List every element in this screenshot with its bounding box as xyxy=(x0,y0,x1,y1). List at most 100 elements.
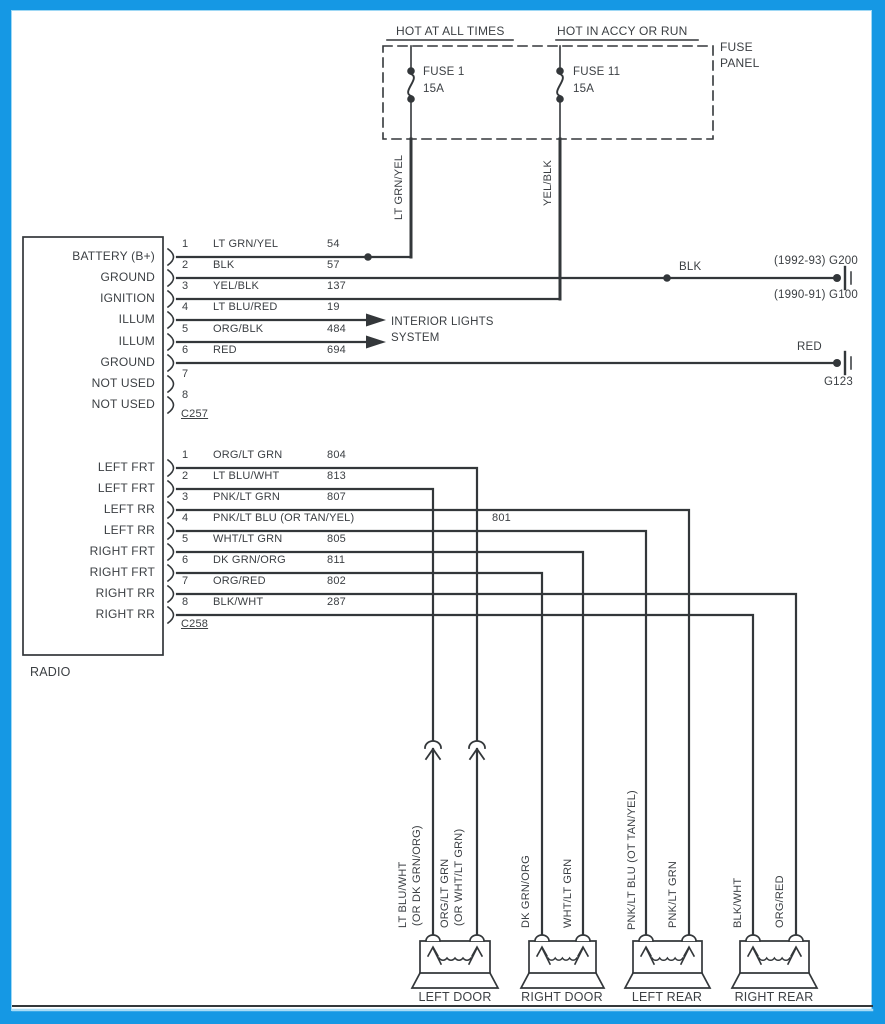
pin-function-not-used-2: NOT USED xyxy=(91,397,155,411)
hot-in-accy-label: HOT IN ACCY OR RUN xyxy=(557,24,688,38)
fuse-panel-label-1: FUSE xyxy=(720,40,753,54)
pin-number: 7 xyxy=(182,575,189,587)
pin-function-ground-2: GROUND xyxy=(100,355,155,369)
wire-color: PNK/LT BLU (OR TAN/YEL) xyxy=(213,512,355,524)
pin-function-left-rr-1: LEFT RR xyxy=(103,502,155,516)
pin-number: 2 xyxy=(182,470,189,482)
pin-number: 5 xyxy=(182,323,189,335)
connector1-id: C257 xyxy=(181,408,209,420)
ground-g123-label: G123 xyxy=(824,376,853,388)
junction-dot xyxy=(364,253,372,261)
fuse11-symbol xyxy=(556,45,564,140)
hot-at-all-times-label: HOT AT ALL TIMES xyxy=(396,24,505,38)
circuit-number: 19 xyxy=(327,301,340,313)
wire-color: RED xyxy=(213,344,237,356)
circuit-number: 484 xyxy=(327,323,346,335)
radio-box xyxy=(22,236,164,656)
pin-function-not-used-1: NOT USED xyxy=(91,376,155,390)
pin-function-right-rr-1: RIGHT RR xyxy=(95,586,155,600)
speaker-name-right-door: RIGHT DOOR xyxy=(521,990,603,1004)
ground-symbol-g123 xyxy=(833,350,852,376)
pin-number: 1 xyxy=(182,449,189,461)
inline-connector-symbols xyxy=(424,740,486,761)
wire-color: DK GRN/ORG xyxy=(213,554,286,566)
feed-wire-label-yel-blk: YEL/BLK xyxy=(542,159,554,206)
ground-symbol-g200 xyxy=(833,265,852,291)
pin-function-illum-2: ILLUM xyxy=(118,334,155,348)
pin-number: 4 xyxy=(182,512,189,524)
circuit-number: 807 xyxy=(327,491,346,503)
pin-function-right-frt-2: RIGHT FRT xyxy=(89,565,155,579)
circuit-number: 287 xyxy=(327,596,346,608)
pin-number: 1 xyxy=(182,238,189,250)
bottom-edge-line xyxy=(11,1005,874,1012)
radio-label: RADIO xyxy=(30,665,71,679)
pin-number: 4 xyxy=(182,301,189,313)
junction-dot xyxy=(663,274,671,282)
speaker-wire-label: (OR DK GRN/ORG) xyxy=(411,825,423,926)
wire-color: ORG/BLK xyxy=(213,323,264,335)
pin-function-right-frt-1: RIGHT FRT xyxy=(89,544,155,558)
circuit-number: 54 xyxy=(327,238,340,250)
pin-number: 8 xyxy=(182,596,189,608)
pin-function-left-rr-2: LEFT RR xyxy=(103,523,155,537)
speaker-wire-label: PNK/LT GRN xyxy=(667,861,679,928)
speaker-left-door xyxy=(410,934,500,989)
speaker-wire-label: PNK/LT BLU (OT TAN/YEL) xyxy=(626,790,638,930)
red-wire-label: RED xyxy=(797,341,822,353)
fuse1-symbol xyxy=(407,45,415,140)
pin-number: 3 xyxy=(182,280,189,292)
speaker-wire-label: DK GRN/ORG xyxy=(520,855,532,928)
interior-lights-label-2: SYSTEM xyxy=(391,332,440,344)
fuse1-name: FUSE 1 xyxy=(423,66,465,78)
pin-function-battery: BATTERY (B+) xyxy=(72,249,155,263)
speaker-wire-label: (OR WHT/LT GRN) xyxy=(453,828,465,926)
speaker-name-left-door: LEFT DOOR xyxy=(418,990,492,1004)
wire-color: YEL/BLK xyxy=(213,280,260,292)
speaker-wire-label: WHT/LT GRN xyxy=(562,858,574,928)
pin-number: 5 xyxy=(182,533,189,545)
circuit-number: 137 xyxy=(327,280,346,292)
wire-color: BLK/WHT xyxy=(213,596,264,608)
speaker-right-door xyxy=(519,934,606,989)
pin-number: 3 xyxy=(182,491,189,503)
feed-wire-label-lt-grn-yel: LT GRN/YEL xyxy=(393,154,405,220)
circuit-number: 813 xyxy=(327,470,346,482)
wire-color: ORG/LT GRN xyxy=(213,449,283,461)
pin-function-ground: GROUND xyxy=(100,270,155,284)
pin-number: 6 xyxy=(182,554,189,566)
diagram-canvas: HOT AT ALL TIMES HOT IN ACCY OR RUN FUSE… xyxy=(11,10,874,1012)
pin-function-right-rr-2: RIGHT RR xyxy=(95,607,155,621)
fuse-panel-box xyxy=(382,39,714,140)
interior-lights-label-1: INTERIOR LIGHTS xyxy=(391,316,494,328)
circuit-number: 57 xyxy=(327,259,340,271)
wire-color: BLK xyxy=(213,259,235,271)
circuit-number: 811 xyxy=(327,554,346,566)
connector2-pin-brackets xyxy=(166,458,175,625)
pin-number: 7 xyxy=(182,368,189,380)
speaker-wire-label: BLK/WHT xyxy=(732,877,744,928)
blk-wire-label: BLK xyxy=(679,261,702,273)
pin-function-illum-1: ILLUM xyxy=(118,312,155,326)
speaker-right-rear xyxy=(730,934,819,989)
fuse1-rating: 15A xyxy=(423,83,445,95)
fuse-panel-label-2: PANEL xyxy=(720,56,760,70)
arrow-interior-lights-2 xyxy=(366,335,386,349)
wire-color: PNK/LT GRN xyxy=(213,491,280,503)
connector2-wires xyxy=(175,466,798,943)
pin-function-left-frt-2: LEFT FRT xyxy=(97,481,155,495)
wire-color: LT BLU/RED xyxy=(213,301,278,313)
circuit-number: 694 xyxy=(327,344,346,356)
speaker-name-left-rear: LEFT REAR xyxy=(631,990,703,1004)
pin-function-left-frt-1: LEFT FRT xyxy=(97,460,155,474)
circuit-number: 802 xyxy=(327,575,346,587)
fuse11-rating: 15A xyxy=(573,83,595,95)
wire-color: ORG/RED xyxy=(213,575,266,587)
speaker-wire-label: ORG/LT GRN xyxy=(439,858,451,928)
speaker-left-rear xyxy=(623,934,712,989)
arrow-interior-lights-1 xyxy=(366,313,386,327)
pin-number: 2 xyxy=(182,259,189,271)
circuit-number: 804 xyxy=(327,449,346,461)
